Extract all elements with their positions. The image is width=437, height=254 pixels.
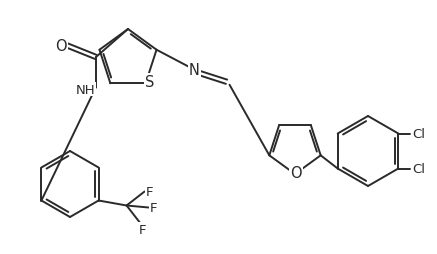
Text: F: F	[150, 201, 157, 214]
Text: O: O	[290, 165, 302, 180]
Text: F: F	[139, 223, 146, 236]
Text: Cl: Cl	[412, 128, 425, 140]
Text: Cl: Cl	[412, 162, 425, 175]
Text: O: O	[55, 38, 67, 53]
Text: S: S	[145, 74, 154, 89]
Text: F: F	[146, 185, 153, 198]
Text: NH: NH	[76, 83, 96, 96]
Text: N: N	[189, 63, 200, 78]
